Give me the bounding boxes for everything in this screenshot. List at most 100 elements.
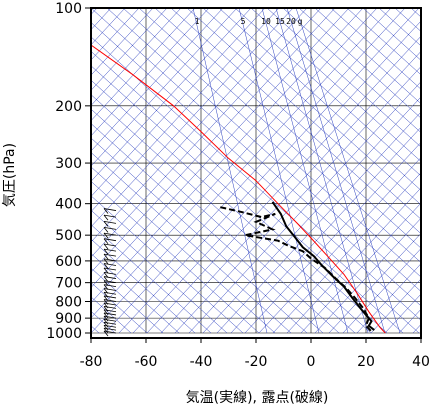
x-tick-label: -80 [80,354,103,370]
mixing-ratio-line [295,8,401,334]
isotherm-line [272,172,421,334]
mixing-ratio-label: 15 [275,17,285,26]
adiabat-line [91,123,324,334]
x-axis-label: 気温(実線), 露点(破線) [186,390,329,406]
wind-barb [103,305,117,309]
x-axis-ticks: -80 -60 -40 -20 0 20 40 [80,338,430,370]
wind-barb [103,295,117,299]
wind-barb [103,315,117,319]
x-tick-label: -20 [245,354,268,370]
adiabat-line [91,253,180,334]
adiabat-line [91,238,196,334]
isotherm-line [91,8,350,288]
wind-barb-flag [103,232,109,239]
isotherm-line [427,8,431,333]
adiabat-line [91,8,421,307]
wind-barb-flag [103,258,109,265]
mixing-ratio-line [192,8,268,334]
wind-barb [103,288,117,291]
wind-barb-flag [103,227,109,233]
adiabat-line [330,8,421,90]
isotherm-line [356,263,421,334]
isotherm-line [384,293,421,334]
adiabat-line [218,8,421,191]
mixing-ratio-label: g [298,17,303,26]
x-tick-label: -60 [135,354,158,370]
y-tick-label: 900 [55,311,82,327]
adiabat-line [122,8,421,278]
wind-barb-flag [103,324,109,331]
isotherm-line [91,8,252,182]
y-tick-label: 400 [55,197,82,213]
wind-barbs [103,208,117,337]
adiabat-line [91,108,340,334]
isotherm-line [91,8,294,228]
adiabat-line [91,152,292,334]
adiabat-line [91,94,356,334]
wind-barb-flag [103,248,109,255]
adiabat-line [106,8,421,292]
wind-barb-flag [103,267,109,274]
isotherm-line [91,8,322,258]
wind-barb [103,291,117,295]
wind-barb [103,253,117,257]
wind-barb [103,321,117,325]
y-tick-label: 300 [55,156,82,172]
mixing-ratio-label: 5 [241,17,246,26]
isotherm-line [91,8,224,152]
isotherm-line [328,232,421,334]
wind-barb-flag [103,253,109,260]
isotherm-line [91,8,280,213]
wind-barb [103,258,117,262]
wind-barb-flag [103,330,109,337]
mixing-ratio-labels: 1 5 10 15 20 g [195,17,303,26]
dewpoint-profile [220,206,373,333]
wind-barb-flag [103,272,109,278]
isotherm-line [174,66,421,334]
y-tick-label: 700 [55,276,82,292]
isotherm-line [300,202,421,334]
isotherm-line [91,8,308,243]
adiabat-line [91,267,164,334]
mixing-ratio-label: 10 [261,17,271,26]
wind-barb [103,221,117,224]
x-tick-label: 0 [307,354,316,370]
mixing-ratio-label: 1 [195,17,200,26]
mixing-ratio-label: 20 [286,17,296,26]
adiabat-line [91,36,420,334]
wind-barb [103,284,117,288]
wind-barb [103,208,117,211]
adiabat-line [91,22,421,321]
isotherm-line [146,35,421,334]
adiabat-line [154,8,421,249]
isotherm-line [314,217,421,334]
wind-barb [103,267,117,271]
wind-barb-flag [103,208,109,214]
adiabat-line [346,8,421,76]
wind-barb [103,276,117,279]
wind-barb-flag [103,263,109,269]
adiabat-line [202,8,421,206]
wind-barb [103,330,117,334]
wind-barb [103,263,117,266]
adiabat-line [266,8,421,148]
isotherm-line [91,8,210,137]
wind-barb [103,238,117,242]
plot-area [91,8,431,334]
wind-barb [103,312,117,316]
wind-barb [103,243,117,247]
wind-barb [103,327,117,331]
y-tick-label: 600 [55,254,82,270]
wind-barb [103,227,117,230]
adiabat-line [250,8,421,162]
isotherm-line [230,126,421,334]
mixing-ratio-line [275,8,369,334]
wind-barb-flag [103,327,109,334]
wind-barb [103,248,117,252]
wind-barb [103,271,117,275]
x-tick-label: -40 [190,354,213,370]
y-tick-label: 100 [55,1,82,17]
temperature-profile [271,201,375,331]
mixing-ratio-line [261,8,349,334]
